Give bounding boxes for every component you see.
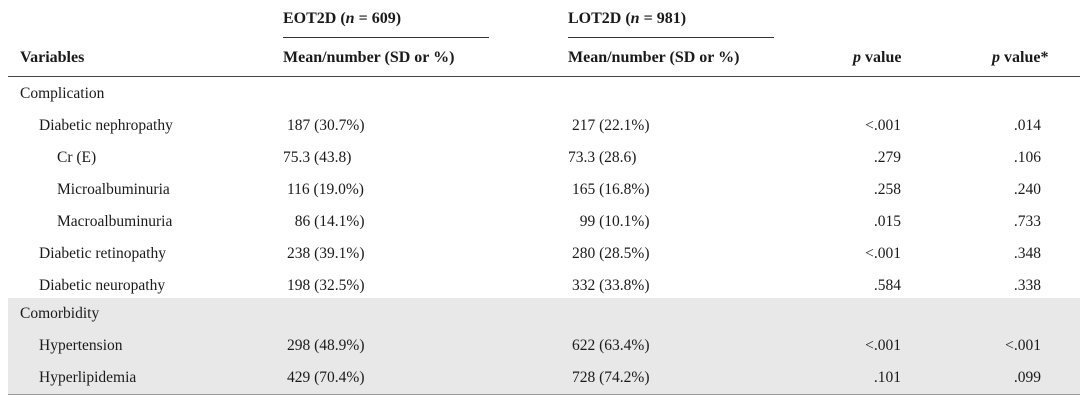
row-p-value: .584 <box>873 277 901 294</box>
table-row-section-complication: Complication <box>8 78 1080 110</box>
row-p-value-adjusted: .348 <box>1013 245 1041 262</box>
group-lot-n-value: = 981) <box>639 10 687 27</box>
row-eot-value: 198 (32.5%) <box>287 277 365 294</box>
group-eot-n: n <box>345 10 355 27</box>
group-rule-lot2d <box>568 37 774 38</box>
row-variable: Hyperlipidemia <box>39 369 137 386</box>
column-header-p-value-adjusted: p value* <box>992 49 1048 67</box>
group-header-eot2d: EOT2D (n = 609) <box>283 10 401 28</box>
row-variable: Complication <box>20 85 105 102</box>
row-variable: Macroalbuminuria <box>57 213 173 230</box>
column-header-lot-mean: Mean/number (SD or %) <box>568 49 740 66</box>
row-lot-value: 332 (33.8%) <box>572 277 650 294</box>
row-p-value-adjusted: <.001 <box>1005 337 1041 354</box>
row-p-value: .279 <box>873 149 901 166</box>
header-rule <box>8 76 1080 77</box>
row-lot-value: 280 (28.5%) <box>572 245 650 262</box>
row-eot-value: 429 (70.4%) <box>287 369 365 386</box>
table-row: Hyperlipidemia 429 (70.4%) 728 (74.2%) .… <box>8 362 1080 394</box>
column-header-variables: Variables <box>20 49 85 66</box>
row-p-value: .101 <box>873 369 901 386</box>
row-lot-value: 165 (16.8%) <box>572 181 650 198</box>
row-p-value: .015 <box>873 213 901 230</box>
table-row: Hypertension 298 (48.9%) 622 (63.4%) <.0… <box>8 330 1080 362</box>
row-lot-value: 99 (10.1%) <box>572 213 650 230</box>
table-row: Macroalbuminuria 86 (14.1%) 99 (10.1%) .… <box>8 206 1080 238</box>
group-eot-name: EOT2D ( <box>283 10 346 27</box>
table-row: Cr (E) 75.3 (43.8) 73.3 (28.6) .279 .106 <box>8 142 1080 174</box>
row-p-value-adjusted: .733 <box>1013 213 1041 230</box>
row-p-value-adjusted: .240 <box>1013 181 1041 198</box>
row-variable: Diabetic retinopathy <box>39 245 166 262</box>
table-row: Diabetic neuropathy 198 (32.5%) 332 (33.… <box>8 270 1080 302</box>
row-p-value-adjusted: .014 <box>1013 117 1041 134</box>
row-variable: Cr (E) <box>57 149 97 166</box>
table-row: Diabetic nephropathy 187 (30.7%) 217 (22… <box>8 110 1080 142</box>
group-eot-n-value: = 609) <box>354 10 402 27</box>
row-eot-value: 187 (30.7%) <box>287 117 365 134</box>
group-lot-name: LOT2D ( <box>568 10 631 27</box>
row-eot-value: 86 (14.1%) <box>287 213 365 230</box>
row-p-value-adjusted: .099 <box>1013 369 1041 386</box>
row-lot-value: 217 (22.1%) <box>572 117 650 134</box>
row-eot-value: 238 (39.1%) <box>287 245 365 262</box>
group-rule-eot2d <box>283 37 489 38</box>
table-row: Diabetic retinopathy 238 (39.1%) 280 (28… <box>8 238 1080 270</box>
row-variable: Diabetic neuropathy <box>39 277 166 294</box>
table-bottom-rule <box>8 394 1080 395</box>
row-eot-value: 75.3 (43.8) <box>283 149 352 166</box>
table-row: Microalbuminuria 116 (19.0%) 165 (16.8%)… <box>8 174 1080 206</box>
row-p-value: <.001 <box>865 245 901 262</box>
row-lot-value: 73.3 (28.6) <box>568 149 637 166</box>
row-lot-value: 622 (63.4%) <box>572 337 650 354</box>
table-row-section-comorbidity: Comorbidity <box>8 298 1080 330</box>
row-p-value-adjusted: .106 <box>1013 149 1041 166</box>
p-star-suffix: value* <box>1000 49 1049 66</box>
group-lot-n: n <box>630 10 640 27</box>
row-p-value-adjusted: .338 <box>1013 277 1041 294</box>
p-symbol: p <box>853 49 861 66</box>
row-p-value: <.001 <box>865 337 901 354</box>
row-variable: Microalbuminuria <box>57 181 170 198</box>
row-lot-value: 728 (74.2%) <box>572 369 650 386</box>
row-variable: Hypertension <box>39 337 123 354</box>
p-star-symbol: p <box>992 49 1000 66</box>
column-header-eot-mean: Mean/number (SD or %) <box>283 49 455 66</box>
row-variable: Comorbidity <box>20 305 100 322</box>
group-header-lot2d: LOT2D (n = 981) <box>568 10 686 28</box>
column-header-p-value: p value <box>853 49 901 67</box>
row-variable: Diabetic nephropathy <box>39 117 173 134</box>
p-suffix: value <box>861 49 902 66</box>
row-eot-value: 116 (19.0%) <box>287 181 364 198</box>
row-p-value: <.001 <box>865 117 901 134</box>
row-p-value: .258 <box>873 181 901 198</box>
row-eot-value: 298 (48.9%) <box>287 337 365 354</box>
